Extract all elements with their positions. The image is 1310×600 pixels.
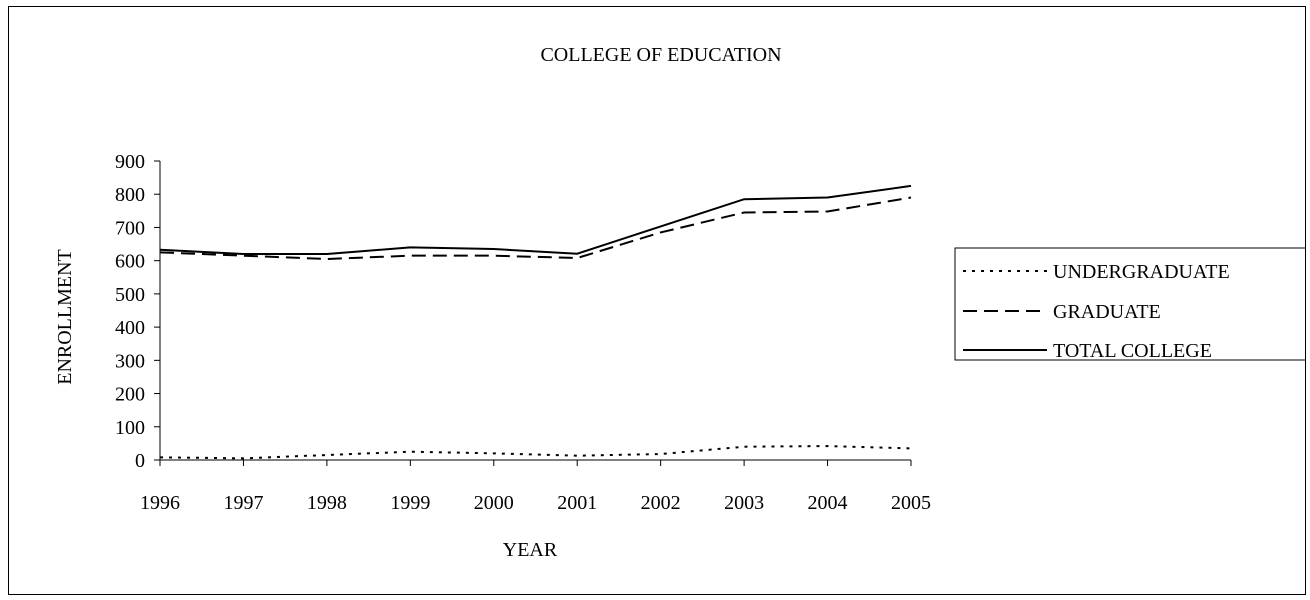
legend: UNDERGRADUATE GRADUATE TOTAL COLLEGE — [963, 261, 1230, 362]
series-line-undergraduate — [159, 445, 912, 460]
y-tick-label: 400 — [115, 317, 145, 339]
chart-frame: COLLEGE OF EDUCATION ENROLLMENT YEAR 0 10… — [8, 6, 1306, 595]
legend-box — [954, 247, 1305, 361]
series-line-total-college — [159, 184, 912, 256]
chart-title: COLLEGE OF EDUCATION — [540, 44, 781, 66]
x-tick-label: 1996 — [140, 492, 180, 514]
enrollment-line-chart: COLLEGE OF EDUCATION ENROLLMENT YEAR 0 10… — [54, 44, 1305, 561]
y-tick-label: 100 — [115, 417, 145, 439]
y-tick-label: 800 — [115, 184, 145, 206]
y-tick-label: 200 — [115, 384, 145, 406]
x-tick-label: 1998 — [307, 492, 347, 514]
x-tick-label: 2000 — [474, 492, 514, 514]
y-tick-label: 600 — [115, 251, 145, 273]
series-lines — [159, 184, 912, 460]
legend-label: TOTAL COLLEGE — [1053, 340, 1212, 362]
y-axis-label: ENROLLMENT — [54, 249, 76, 385]
y-tick-label: 500 — [115, 284, 145, 306]
x-tick-label: 2003 — [724, 492, 764, 514]
x-tick-label: 2002 — [641, 492, 681, 514]
x-tick-label: 1997 — [223, 492, 263, 514]
x-tick-label: 2005 — [891, 492, 931, 514]
x-tick-label: 1999 — [390, 492, 430, 514]
y-tick-label: 300 — [115, 350, 145, 372]
series-line-graduate — [159, 196, 912, 261]
legend-label: GRADUATE — [1053, 301, 1161, 323]
y-tick-label: 700 — [115, 217, 145, 239]
x-tick-label: 2001 — [557, 492, 597, 514]
tick-labels: 0 100 200 300 400 500 600 700 800 900 1996 1997 1998… — [115, 151, 931, 514]
y-tick-label: 900 — [115, 151, 145, 173]
axes — [154, 160, 912, 466]
x-tick-label: 2004 — [808, 492, 848, 514]
legend-label: UNDERGRADUATE — [1053, 261, 1230, 283]
x-axis-label: YEAR — [503, 539, 558, 561]
y-tick-label: 0 — [135, 450, 145, 472]
